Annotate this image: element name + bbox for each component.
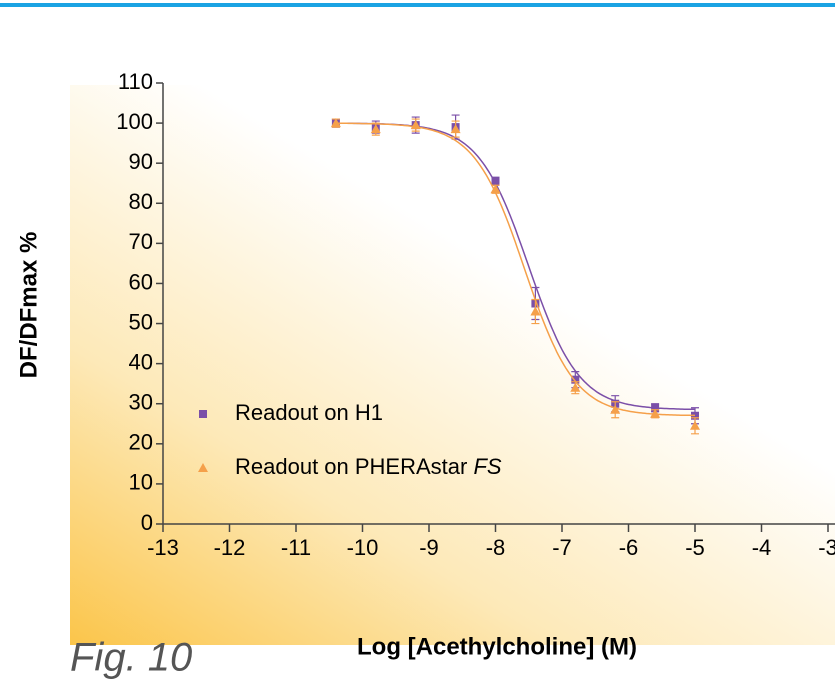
x-tick-label: -11 bbox=[281, 535, 311, 560]
y-tick-label: 0 bbox=[141, 510, 153, 535]
x-tick-label: -8 bbox=[486, 535, 506, 560]
y-tick-label: 90 bbox=[129, 149, 153, 174]
legend-marker bbox=[199, 410, 207, 418]
data-point bbox=[490, 184, 501, 194]
y-tick-label: 10 bbox=[129, 470, 153, 495]
x-tick-label: -3 bbox=[818, 535, 835, 560]
y-tick-label: 60 bbox=[129, 269, 153, 294]
x-tick-label: -10 bbox=[347, 535, 379, 560]
y-tick-label: 50 bbox=[129, 309, 153, 334]
y-axis-label: DF/DFmax % bbox=[15, 232, 42, 379]
x-tick-label: -9 bbox=[419, 535, 439, 560]
data-point bbox=[330, 118, 341, 128]
x-tick-label: -7 bbox=[552, 535, 572, 560]
data-point bbox=[491, 177, 500, 186]
top-rule bbox=[0, 3, 835, 7]
y-tick-label: 40 bbox=[129, 349, 153, 374]
data-point bbox=[571, 375, 580, 384]
figure-label: Fig. 10 bbox=[70, 636, 192, 680]
data-point bbox=[651, 403, 660, 412]
y-tick-label: 20 bbox=[129, 430, 153, 455]
x-tick-label: -6 bbox=[619, 535, 639, 560]
x-axis-label: Log [Acethylcholine] (M) bbox=[357, 633, 637, 660]
data-point bbox=[650, 408, 661, 418]
fit-curve bbox=[335, 122, 695, 417]
data-point bbox=[570, 382, 581, 392]
y-tick-label: 100 bbox=[116, 109, 153, 134]
y-tick-label: 70 bbox=[129, 229, 153, 254]
x-tick-label: -5 bbox=[685, 535, 705, 560]
legend-label: Readout on H1 bbox=[235, 400, 383, 425]
data-point bbox=[370, 124, 381, 134]
x-tick-label: -12 bbox=[214, 535, 246, 560]
y-tick-label: 110 bbox=[118, 69, 153, 94]
data-point bbox=[410, 120, 421, 130]
y-tick-label: 80 bbox=[129, 189, 153, 214]
x-tick-label: -4 bbox=[752, 535, 772, 560]
data-point bbox=[690, 420, 700, 430]
legend-label: Readout on PHERAstar FS bbox=[235, 454, 502, 479]
plot-background bbox=[70, 85, 835, 645]
data-point bbox=[450, 124, 461, 134]
data-point bbox=[610, 404, 621, 414]
data-point bbox=[530, 306, 541, 316]
x-tick-label: -13 bbox=[147, 535, 179, 560]
y-tick-label: 30 bbox=[129, 390, 153, 415]
legend-marker bbox=[198, 463, 208, 472]
